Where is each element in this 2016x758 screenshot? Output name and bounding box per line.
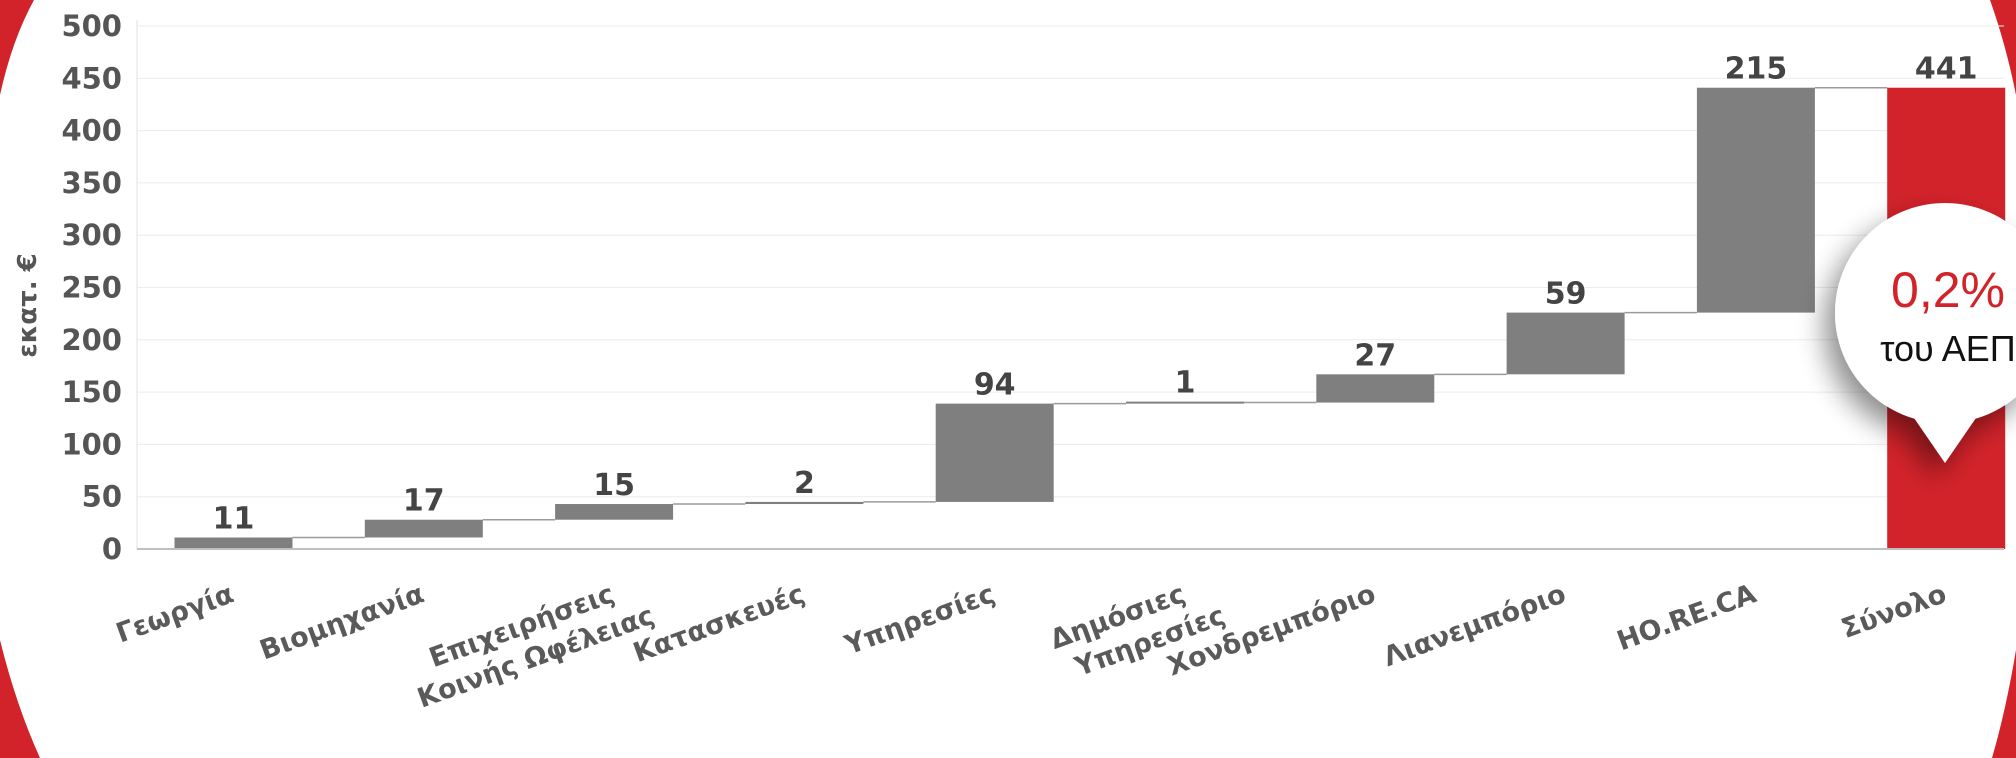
y-tick-label: 250 (61, 271, 122, 305)
x-tick-label: Σύνολο (1837, 578, 1950, 645)
value-label: 15 (593, 468, 635, 503)
y-axis-label: εκατ. € (13, 253, 43, 357)
bar-segment (1506, 312, 1625, 375)
grid-lines (136, 20, 2004, 549)
x-tick-label: ΕπιχειρήσειςΚοινής Ωφέλειας (402, 568, 659, 714)
x-tick-label: Βιομηχανία (256, 578, 428, 666)
y-tick-label: 300 (61, 218, 122, 252)
value-label: 215 (1725, 52, 1788, 87)
y-tick-label: 150 (61, 375, 122, 409)
y-tick-label: 450 (61, 61, 122, 95)
y-tick-label: 200 (61, 323, 122, 357)
callout-label: του ΑΕΠ (1880, 328, 2015, 369)
bar-segment (1696, 87, 1815, 313)
bar-segment (1316, 374, 1435, 403)
value-label: 441 (1915, 52, 1978, 87)
bars (174, 87, 2006, 550)
y-tick-label: 0 (102, 532, 122, 566)
bar-segment (1126, 401, 1244, 404)
value-label: 1 (1175, 366, 1196, 401)
bar-segment (555, 504, 674, 520)
bar-segment (745, 501, 864, 505)
y-tick-label: 50 (82, 480, 122, 514)
y-axis-ticks: 0 50 100 150 200 250 300 350 400 450 500 (61, 9, 122, 566)
x-tick-label: Υπηρεσίες (840, 578, 999, 661)
frame-arc-top-left (0, 0, 34, 95)
x-tick-label: Λιανεμπόριο (1379, 578, 1570, 673)
value-label: 27 (1354, 338, 1396, 373)
x-tick-label: HO.RE.CA (1613, 578, 1760, 657)
value-label: 17 (403, 484, 445, 519)
y-tick-label: 350 (61, 166, 122, 200)
bar-segment (174, 537, 293, 549)
value-label: 59 (1545, 277, 1587, 312)
frame-arc-top-right (1990, 0, 2016, 95)
y-tick-label: 400 (61, 114, 122, 148)
value-label: 2 (794, 466, 815, 501)
y-tick-label: 500 (61, 9, 122, 43)
frame-arc-bottom-right (1992, 650, 2016, 758)
callout-bubble (1835, 203, 2016, 463)
gdp-callout (1835, 203, 2016, 463)
value-label: 11 (213, 501, 255, 536)
callout-percent: 0,2% (1891, 262, 2005, 318)
bar-segment (364, 519, 483, 538)
value-label: 94 (974, 368, 1016, 403)
connector-lines (292, 86, 1888, 539)
x-tick-label: Γεωργία (112, 578, 238, 649)
bar-segment (935, 403, 1054, 502)
value-labels: 11 17 15 2 94 1 27 59 215 441 (213, 52, 1978, 537)
y-tick-label: 100 (61, 427, 122, 461)
frame-arc-bottom-left (0, 640, 40, 758)
